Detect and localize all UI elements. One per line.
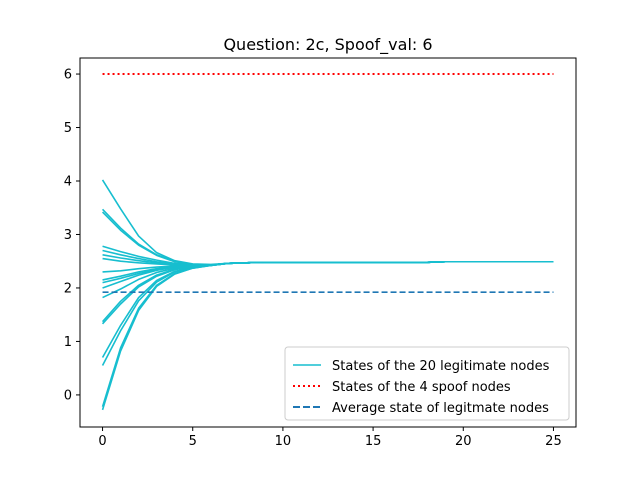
x-tick-label: 20 xyxy=(455,434,472,449)
chart-title: Question: 2c, Spoof_val: 6 xyxy=(223,35,432,55)
y-tick-label: 1 xyxy=(64,335,72,350)
x-tick-label: 0 xyxy=(98,434,106,449)
legend-box xyxy=(284,346,570,421)
x-tick-label: 10 xyxy=(275,434,292,449)
legit-node-line xyxy=(101,260,554,411)
y-tick-label: 2 xyxy=(64,281,72,296)
x-tick-label: 25 xyxy=(545,434,562,449)
axes-frame xyxy=(79,57,577,428)
plot-lines xyxy=(101,73,554,411)
y-tick-label: 4 xyxy=(64,175,72,190)
y-tick-label: 0 xyxy=(64,388,72,403)
legend: States of the 20 legitimate nodes States… xyxy=(284,346,570,421)
legend-label-average: Average state of legitmate nodes xyxy=(332,401,549,416)
y-tick-label: 6 xyxy=(64,68,72,83)
y-tick-label: 5 xyxy=(64,121,72,136)
x-axis: 0 5 10 15 20 25 xyxy=(98,427,562,449)
legend-label-spoof: States of the 4 spoof nodes xyxy=(332,380,511,395)
y-axis: 0 1 2 3 4 5 6 xyxy=(64,68,80,403)
x-tick-label: 15 xyxy=(365,434,382,449)
legend-label-legit: States of the 20 legitimate nodes xyxy=(332,359,550,374)
x-tick-label: 5 xyxy=(189,434,197,449)
y-tick-label: 3 xyxy=(64,228,72,243)
